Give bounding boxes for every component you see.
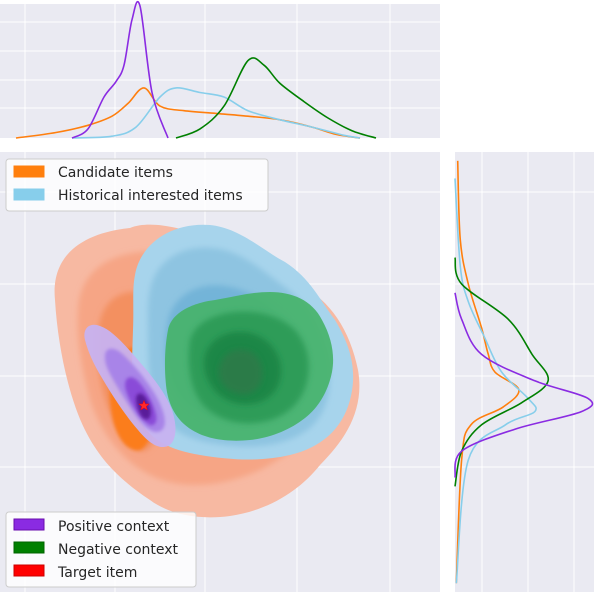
legend-label-target: Target item bbox=[57, 565, 137, 581]
legend-swatch-negative bbox=[13, 541, 45, 554]
legend-swatch-historical bbox=[13, 188, 45, 201]
legend-swatch-candidate bbox=[13, 165, 45, 178]
legend-label-historical: Historical interested items bbox=[58, 188, 243, 204]
legend-2-box bbox=[5, 511, 197, 588]
marginal-x-curve-negative-context bbox=[175, 57, 377, 139]
kde-positive-context bbox=[84, 324, 176, 448]
right-marginal-panel bbox=[455, 152, 594, 592]
legend-item-type: Candidate items Historical interested it… bbox=[5, 158, 269, 212]
marginal-y-curve-candidate-items bbox=[455, 160, 520, 584]
marginal-x-curves bbox=[15, 0, 377, 139]
legend-context: Positive context Negative context Target… bbox=[5, 511, 197, 588]
marginal-y-curves bbox=[454, 160, 594, 584]
legend-label-positive: Positive context bbox=[58, 519, 170, 535]
kde-negative-core bbox=[218, 349, 263, 395]
target-item-star bbox=[138, 399, 150, 411]
legend-swatch-target bbox=[13, 564, 45, 577]
marginal-y-curve-negative-context bbox=[454, 257, 550, 487]
marginal-y-curve-positive-context bbox=[454, 292, 594, 478]
marginal-x-curve-positive-context bbox=[71, 0, 169, 139]
legend-swatch-positive bbox=[13, 518, 45, 531]
top-marginal-panel bbox=[0, 4, 440, 138]
legend-label-candidate: Candidate items bbox=[58, 165, 173, 181]
marginal-y-curve-historical-interested-items bbox=[454, 178, 537, 584]
marginal-x-curve-historical-interested-items bbox=[71, 87, 361, 139]
kde-negative-context bbox=[164, 292, 334, 441]
legend-label-negative: Negative context bbox=[58, 542, 179, 558]
legend-1-box bbox=[5, 158, 269, 212]
